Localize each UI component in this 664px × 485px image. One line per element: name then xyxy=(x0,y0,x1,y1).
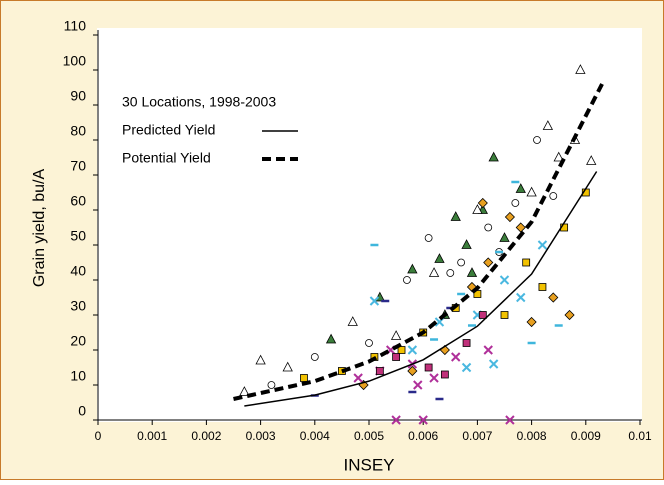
point xyxy=(564,309,575,321)
point xyxy=(413,380,423,390)
point xyxy=(461,239,472,249)
point xyxy=(450,211,461,221)
point xyxy=(267,381,276,389)
y-axis-title: Grain yield, bu/A xyxy=(31,169,48,288)
plot-area xyxy=(97,28,642,422)
point xyxy=(483,257,494,268)
point xyxy=(434,253,445,263)
point xyxy=(533,136,541,144)
y-tick-label: 100 xyxy=(63,53,87,69)
point xyxy=(516,292,526,303)
point xyxy=(365,339,373,347)
point xyxy=(472,204,483,214)
point xyxy=(526,186,537,197)
point xyxy=(446,269,455,277)
x-tick-label: 0.007 xyxy=(462,429,492,443)
y-tick-label: 50 xyxy=(70,228,86,244)
point xyxy=(461,362,472,373)
point xyxy=(488,151,499,162)
point xyxy=(428,267,440,277)
x-tick-label: 0.005 xyxy=(354,429,384,443)
point xyxy=(522,258,531,267)
y-tick-label: 10 xyxy=(70,368,86,384)
point xyxy=(499,232,510,242)
x-tick-label: 0.01 xyxy=(628,429,652,443)
point xyxy=(392,353,401,361)
point xyxy=(407,365,418,377)
point xyxy=(483,345,493,355)
point xyxy=(255,354,266,365)
point xyxy=(542,120,554,130)
point xyxy=(347,316,358,326)
point xyxy=(391,415,401,425)
point xyxy=(505,415,515,425)
y-tick-label: 70 xyxy=(70,158,86,174)
point xyxy=(407,263,418,274)
x-tick-label: 0.003 xyxy=(246,429,276,443)
point xyxy=(390,330,402,340)
x-tick-label: 0 xyxy=(95,429,102,443)
point xyxy=(538,283,547,291)
annotation: 30 Locations, 1998-2003 xyxy=(122,94,276,110)
x-tick-label: 0.006 xyxy=(408,429,438,443)
x-tick-label: 0.008 xyxy=(517,429,547,443)
point xyxy=(553,151,564,162)
fit-line xyxy=(233,83,604,401)
point xyxy=(457,258,466,267)
point xyxy=(586,155,597,165)
point xyxy=(499,275,510,285)
point xyxy=(403,276,411,284)
point xyxy=(440,370,449,379)
point xyxy=(239,386,250,396)
point xyxy=(310,353,319,361)
x-axis-title: INSEY xyxy=(343,455,394,474)
point xyxy=(325,333,337,344)
legend-label: Predicted Yield xyxy=(122,122,215,138)
point xyxy=(407,345,418,355)
point xyxy=(397,346,406,354)
y-tick-label: 20 xyxy=(70,333,86,349)
y-tick-label: 60 xyxy=(70,193,86,209)
point xyxy=(429,373,439,383)
point xyxy=(462,339,471,347)
point xyxy=(375,367,384,375)
point xyxy=(451,352,461,362)
point xyxy=(466,267,478,277)
x-tick-label: 0.002 xyxy=(191,429,221,443)
x-tick-label: 0.009 xyxy=(571,429,601,443)
y-tick-label: 90 xyxy=(70,88,86,104)
point xyxy=(511,199,520,207)
point xyxy=(369,296,380,306)
legend-label: Potential Yield xyxy=(122,150,211,166)
point xyxy=(504,211,515,223)
y-tick-label: 80 xyxy=(70,123,86,139)
y-tick-label: 110 xyxy=(64,18,87,34)
point xyxy=(478,311,487,319)
point xyxy=(300,374,308,382)
y-tick-label: 0 xyxy=(78,403,86,419)
point xyxy=(424,363,433,372)
x-tick-label: 0.001 xyxy=(137,429,167,443)
point xyxy=(282,361,293,372)
point xyxy=(500,311,509,319)
point xyxy=(549,192,558,200)
y-tick-label: 30 xyxy=(70,298,86,314)
point xyxy=(575,64,586,74)
point xyxy=(488,359,499,369)
point xyxy=(477,197,488,209)
x-tick-label: 0.004 xyxy=(300,429,330,443)
point xyxy=(548,292,559,303)
point xyxy=(418,415,428,425)
point xyxy=(526,316,537,328)
point xyxy=(515,183,526,193)
point xyxy=(537,240,548,250)
point xyxy=(484,223,493,232)
point xyxy=(424,234,433,242)
point xyxy=(353,373,363,383)
fit-line xyxy=(244,171,598,407)
y-tick-label: 40 xyxy=(70,263,86,279)
